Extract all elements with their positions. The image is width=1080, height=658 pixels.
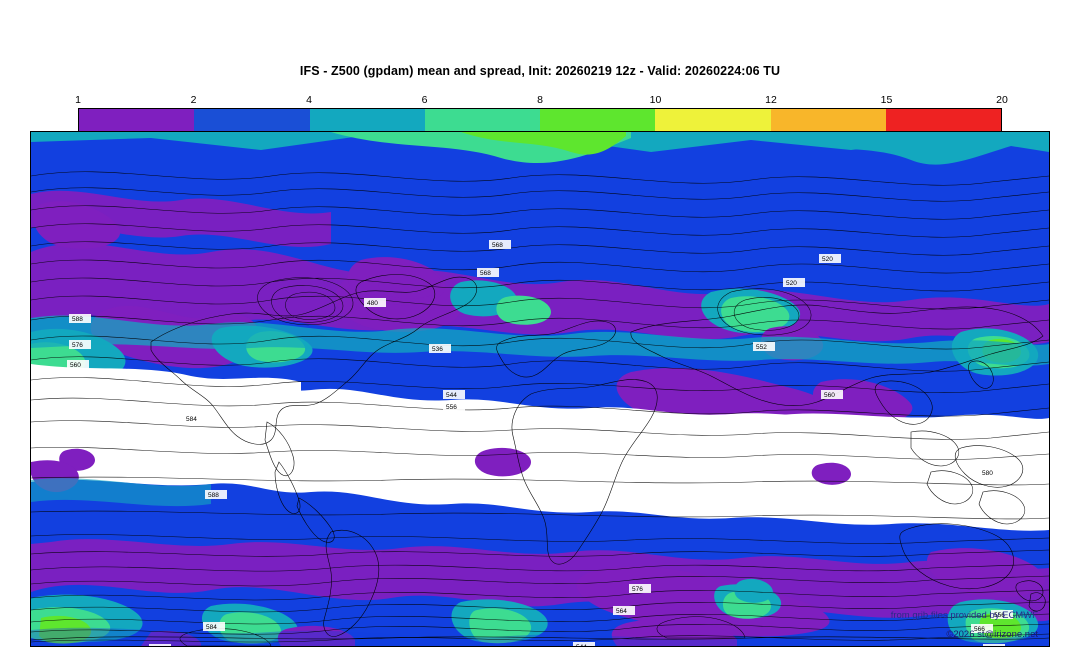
colorbar-tick-6: 12 xyxy=(765,94,777,106)
svg-text:580: 580 xyxy=(982,470,993,477)
svg-text:584: 584 xyxy=(186,416,197,423)
colorbar-tick-8: 20 xyxy=(996,94,1008,106)
copyright-credit: ©2026 st@irizone.net xyxy=(946,629,1038,640)
svg-text:566: 566 xyxy=(974,626,985,633)
svg-text:568: 568 xyxy=(480,270,491,277)
colorbar-swatches xyxy=(78,108,1002,134)
colorbar-tick-1: 2 xyxy=(190,94,197,106)
colorbar-swatch-4 xyxy=(540,109,656,133)
colorbar-swatch-5 xyxy=(655,109,771,133)
svg-text:588: 588 xyxy=(72,316,83,323)
colorbar-swatch-6 xyxy=(770,109,886,133)
svg-text:560: 560 xyxy=(70,362,81,369)
svg-text:552: 552 xyxy=(756,344,767,351)
svg-text:480: 480 xyxy=(367,300,378,307)
svg-text:576: 576 xyxy=(632,586,643,593)
colorbar-swatch-7 xyxy=(885,109,1001,133)
colorbar-tick-2: 4 xyxy=(306,94,312,106)
colorbar: 1 2 4 6 8 10 12 15 20 xyxy=(75,94,1008,134)
colorbar-tick-labels: 1 2 4 6 8 10 12 15 20 xyxy=(75,94,1008,108)
svg-text:544: 544 xyxy=(446,392,457,399)
svg-text:564: 564 xyxy=(616,608,627,615)
colorbar-swatch-0 xyxy=(79,109,195,133)
colorbar-swatch-3 xyxy=(424,109,540,133)
data-source-credit: from grib files provided by ECMWF xyxy=(890,610,1038,621)
colorbar-swatch-2 xyxy=(309,109,425,133)
colorbar-tick-0: 1 xyxy=(75,94,81,106)
svg-text:556: 556 xyxy=(446,404,457,411)
colorbar-tick-3: 6 xyxy=(421,94,428,106)
svg-text:560: 560 xyxy=(824,392,835,399)
colorbar-tick-5: 10 xyxy=(649,94,662,106)
colorbar-tick-7: 15 xyxy=(880,94,893,106)
svg-text:520: 520 xyxy=(822,256,833,263)
colorbar-tick-4: 8 xyxy=(537,94,543,106)
svg-text:536: 536 xyxy=(432,346,443,353)
svg-text:544: 544 xyxy=(576,644,587,646)
svg-text:576: 576 xyxy=(72,342,83,349)
colorbar-swatch-1 xyxy=(194,109,310,133)
svg-text:568: 568 xyxy=(492,242,503,249)
svg-text:584: 584 xyxy=(206,624,217,631)
forecast-map: 588 576 560 584 480 536 544 556 568 520 … xyxy=(30,131,1050,647)
svg-text:588: 588 xyxy=(208,492,219,499)
chart-title: IFS - Z500 (gpdam) mean and spread, Init… xyxy=(299,64,781,78)
svg-text:556: 556 xyxy=(994,612,1005,619)
svg-text:520: 520 xyxy=(786,280,797,287)
